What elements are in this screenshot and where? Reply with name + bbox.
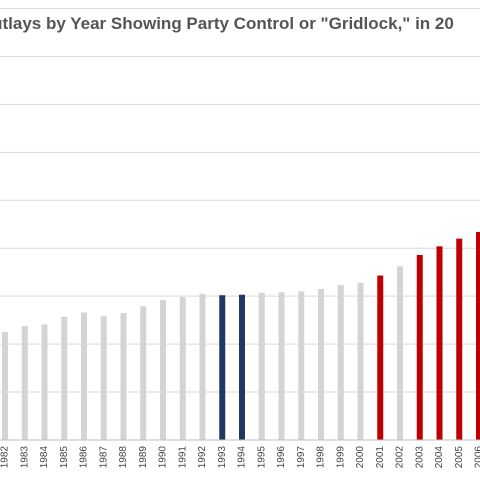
bar-1985	[61, 316, 68, 440]
bar-1997	[298, 291, 305, 440]
bar-2006	[476, 231, 480, 440]
x-tick-label-1999: 1999	[335, 446, 346, 469]
x-tick-label-1986: 1986	[79, 446, 90, 469]
bars	[2, 231, 480, 440]
x-tick-label-2002: 2002	[395, 446, 406, 469]
x-tick-label-2005: 2005	[454, 446, 465, 469]
bar-2004	[436, 246, 443, 440]
bar-1994	[239, 294, 245, 440]
bar-1996	[278, 292, 285, 440]
bar-1987	[100, 316, 107, 440]
x-tick-label-1995: 1995	[256, 446, 267, 469]
x-tick-label-2006: 2006	[474, 446, 480, 469]
x-tick-label-1985: 1985	[59, 446, 70, 469]
bar-1992	[199, 293, 206, 440]
x-tick-label-1992: 1992	[197, 446, 208, 469]
x-tick-label-2001: 2001	[375, 446, 386, 469]
x-tick-label-1983: 1983	[19, 446, 30, 469]
x-tick-label-1987: 1987	[98, 446, 109, 469]
x-tick-label-1982: 1982	[0, 446, 11, 469]
bar-1984	[41, 324, 48, 440]
x-tick-label-1993: 1993	[217, 446, 228, 469]
bar-2000	[357, 282, 364, 440]
bar-1986	[81, 312, 87, 440]
x-tick-labels: 1982 1983 1984 1985 1986 1987 1988 1989 1990 1991…	[0, 446, 480, 469]
x-tick-label-2004: 2004	[434, 446, 445, 469]
x-tick-label-1994: 1994	[237, 446, 248, 469]
x-tick-label-1990: 1990	[158, 446, 169, 469]
x-tick-label-1996: 1996	[276, 446, 287, 469]
x-tick-label-2000: 2000	[355, 446, 366, 469]
bar-1998	[318, 288, 324, 440]
bar-1989	[140, 306, 147, 440]
x-tick-label-1984: 1984	[39, 446, 50, 469]
bar-1991	[179, 297, 186, 440]
bar-2005	[456, 238, 463, 440]
bar-1993	[219, 295, 226, 440]
bar-1995	[258, 292, 265, 440]
x-tick-label-1989: 1989	[138, 446, 149, 469]
bar-2003	[416, 254, 423, 440]
x-tick-label-2003: 2003	[414, 446, 425, 469]
bar-1982	[2, 332, 8, 440]
x-tick-label-1991: 1991	[177, 446, 188, 469]
x-tick-label-1988: 1988	[118, 446, 129, 469]
bar-1999	[337, 285, 344, 440]
bar-1988	[120, 312, 127, 440]
chart-title: al Outlays by Year Showing Party Control…	[0, 14, 454, 33]
bar-1990	[160, 300, 166, 440]
x-tick-label-1998: 1998	[316, 446, 327, 469]
bar-1983	[21, 325, 28, 440]
x-tick-label-1997: 1997	[296, 446, 307, 469]
bar-2001	[377, 275, 384, 440]
bar-2002	[397, 266, 403, 440]
